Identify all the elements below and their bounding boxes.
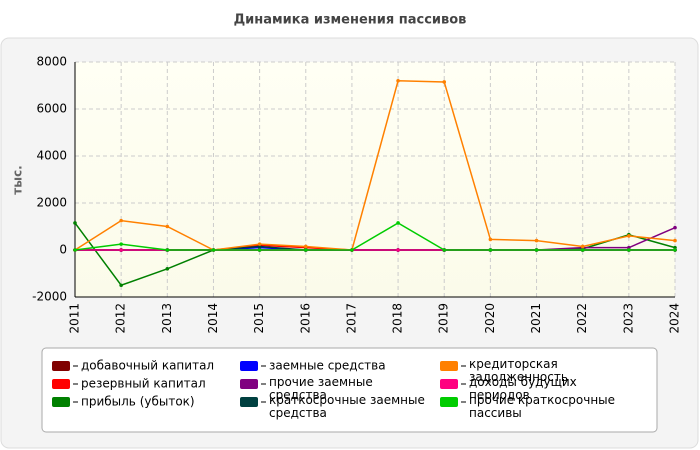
point [119,248,123,252]
legend-swatch [240,379,258,389]
point [73,221,77,225]
legend-label: прочие заемные средства [269,375,373,402]
legend-swatch [440,361,458,371]
legend-label: резервный капитал [81,377,206,391]
legend-label: доходы будущих периодов [469,375,577,402]
y-axis-label: тыс. [11,165,25,194]
legend-label: прочие краткосрочные пассивы [469,393,615,420]
x-tick-label: 2020 [483,303,497,334]
legend-label: краткосрочные заемные средства [269,393,425,420]
point [627,234,631,238]
point [673,248,677,252]
point [165,267,170,271]
point [165,224,170,229]
plot-area [75,62,675,297]
legend-label: заемные средства [269,359,386,373]
legend-swatch [52,397,70,407]
x-tick-label: 2022 [575,303,589,334]
legend-swatch [52,379,70,389]
chart-title: Динамика изменения пассивов [234,13,467,28]
point [119,218,123,223]
x-tick-label: 2019 [437,303,451,334]
point [442,80,447,84]
y-tick-label: 8000 [36,55,67,69]
point [119,242,123,246]
point [488,248,493,252]
point [442,248,447,252]
point [119,283,123,288]
x-tick-label: 2024 [668,303,682,334]
series-line [74,80,676,251]
legend-swatch [440,397,458,407]
point [673,225,677,230]
point [303,248,308,252]
legend-swatch [240,397,258,407]
point [534,248,539,252]
point [350,248,354,252]
x-tick-label: 2015 [252,303,266,334]
point [534,238,539,243]
point [580,248,585,252]
x-tick-label: 2012 [114,303,128,334]
point [396,248,400,252]
point [396,79,400,83]
legend-swatch [52,361,70,371]
x-tick-label: 2014 [206,303,220,334]
point [165,248,170,252]
x-tick-label: 2013 [160,303,174,334]
point [488,237,493,242]
legend-label: кредиторская задолженность [469,357,568,384]
y-tick-label: -2000 [32,290,67,304]
x-tick-label: 2021 [529,303,543,334]
x-tick-label: 2023 [621,303,635,334]
legend-swatch [240,361,258,371]
y-tick-label: 6000 [36,102,67,116]
point [211,248,216,252]
x-tick-label: 2011 [68,303,82,334]
y-tick-label: 4000 [36,149,67,163]
point [73,248,77,252]
point [257,248,262,252]
x-tick-label: 2018 [391,303,405,334]
point [673,238,677,243]
point [396,221,400,225]
legend-label: прибыль (убыток) [81,395,195,409]
x-tick-label: 2016 [298,303,312,334]
series-line [74,222,675,251]
point [257,242,262,246]
point [580,244,585,249]
legend [41,347,658,433]
point [627,248,631,252]
legend-swatch [440,379,458,389]
x-tick-label: 2017 [344,303,358,334]
y-tick-label: 2000 [36,196,67,210]
y-tick-label: 0 [59,243,67,257]
legend-label: добавочный капитал [81,359,214,373]
point [303,244,308,249]
